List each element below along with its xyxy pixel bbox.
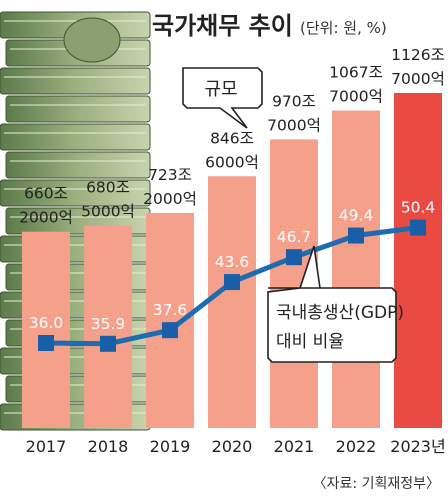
bar-value-label: 5000억 (81, 203, 135, 221)
bar-series (22, 93, 442, 428)
banknote-bundle (5, 95, 151, 123)
bar-value-label: 6000억 (205, 153, 259, 171)
bar-value-label: 7000억 (391, 70, 445, 88)
gdp-ratio-marker (410, 219, 426, 236)
callout-scale: 규모 (182, 67, 263, 129)
x-tick-label: 2020 (212, 437, 253, 456)
x-tick-label: 2017 (26, 437, 67, 456)
gdp-ratio-marker (286, 249, 302, 266)
x-tick-label: 2023년 (390, 437, 445, 456)
bar-2022 (332, 110, 380, 428)
gdp-ratio-label: 50.4 (401, 199, 436, 217)
bar-value-label: 1067조 (329, 64, 383, 82)
bar-value-label: 2000억 (19, 209, 73, 227)
bar-value-label: 846조 (210, 129, 254, 147)
banknote-portrait (63, 17, 121, 63)
bar-value-label: 7000억 (329, 88, 383, 106)
callout-gdp-ratio: 국내총생산(GDP) 대비 비율 (267, 245, 404, 363)
gdp-ratio-marker (100, 335, 116, 352)
bar-value-label: 723조 (148, 166, 192, 184)
chart-title: 국가채무 추이 (152, 12, 293, 40)
bar-2023년 (394, 93, 442, 428)
unit-label: (단위: 원, %) (300, 19, 387, 37)
callout-gdp-line1: 국내총생산(GDP) (276, 303, 404, 323)
bar-2020 (208, 176, 256, 428)
bar-2017 (22, 231, 70, 428)
gdp-ratio-marker (162, 322, 178, 339)
bar-value-label: 2000억 (143, 190, 197, 208)
bar-value-label: 660조 (24, 185, 68, 203)
x-tick-label: 2021 (274, 437, 315, 456)
bar-value-label: 680조 (86, 179, 130, 197)
callout-gdp-line2: 대비 비율 (276, 332, 344, 352)
gdp-ratio-label: 35.9 (91, 315, 126, 333)
bar-2019 (146, 212, 194, 428)
gdp-ratio-label: 43.6 (215, 253, 250, 271)
x-tick-label: 2022 (336, 437, 377, 456)
x-axis-labels: 2017 2018 2019 2020 2021 2022 2023년 (26, 437, 446, 456)
bar-value-label: 970조 (272, 92, 316, 110)
source-label: 〈자료: 기획재정부〉 (313, 476, 440, 492)
banknote-bundle (5, 151, 151, 179)
x-tick-label: 2018 (88, 437, 129, 456)
bar-value-label: 7000억 (267, 116, 321, 134)
x-tick-label: 2019 (150, 437, 191, 456)
bar-value-labels: 660조 2000억 680조 5000억 723조 2000억 846조 6000억 970조… (19, 46, 445, 227)
gdp-ratio-marker (224, 274, 240, 291)
banknote-bundle (0, 179, 151, 207)
gdp-ratio-label: 46.7 (277, 228, 312, 246)
gdp-ratio-marker (348, 227, 364, 244)
banknote-bundle (0, 123, 151, 151)
gdp-ratio-label: 37.6 (153, 301, 188, 319)
gdp-ratio-marker (38, 335, 54, 351)
bar-value-label: 1126조 (391, 46, 445, 64)
callout-scale-text: 규모 (204, 79, 237, 100)
gdp-ratio-label: 36.0 (29, 314, 64, 332)
bar-2018 (84, 225, 132, 428)
gdp-ratio-label: 49.4 (339, 207, 374, 225)
banknote-bundle (0, 67, 151, 95)
gdp-ratio-series: 36.0 35.9 37.6 43.6 46.7 49.4 50.4 (29, 199, 436, 352)
